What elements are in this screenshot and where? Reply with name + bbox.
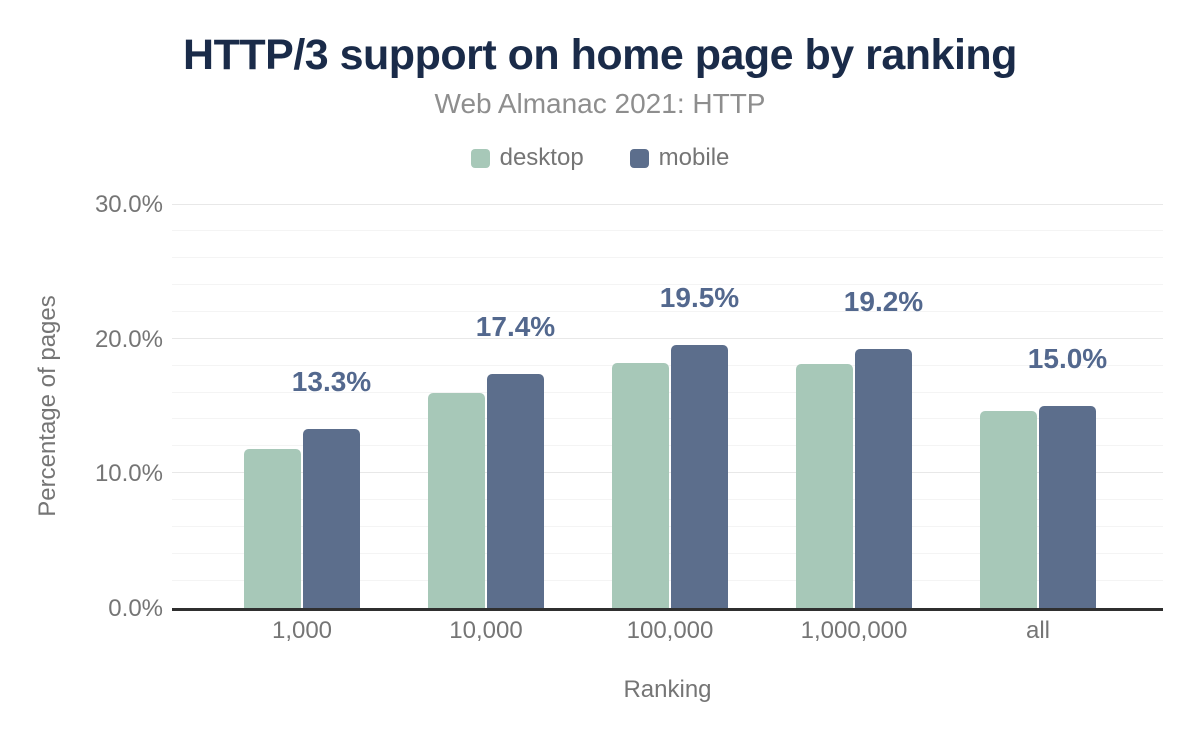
y-tick-label: 0.0%	[108, 595, 163, 622]
plot-area: 13.3% 17.4% 19.5% 19.2% 15.0%	[172, 204, 1163, 611]
chart-title: HTTP/3 support on home page by ranking	[183, 31, 1017, 79]
bar-value-label: 19.5%	[659, 282, 740, 314]
chart-legend: desktop mobile	[0, 144, 1200, 172]
desktop-series-swatch	[470, 148, 490, 168]
bar-value-label: 15.0%	[1027, 343, 1108, 374]
bar-desktop-100000[interactable]	[612, 362, 669, 608]
legend-item-mobile[interactable]: mobile	[629, 144, 730, 172]
x-tick-label: 100,000	[626, 617, 714, 644]
x-tick-label: all	[1025, 617, 1051, 644]
legend-item-desktop[interactable]: desktop	[470, 144, 584, 172]
chart-subtitle: Web Almanac 2021: HTTP	[434, 88, 766, 119]
bar-value-label: 19.2%	[843, 286, 924, 318]
x-tick-label: 1,000,000	[800, 617, 908, 644]
bar-desktop-all[interactable]	[980, 411, 1037, 608]
minor-gridline	[172, 283, 1163, 285]
y-tick-label: 20.0%	[94, 325, 163, 353]
bar-desktop-1000000[interactable]	[796, 364, 853, 608]
bar-mobile-10000[interactable]	[487, 373, 544, 608]
bar-value-label: 17.4%	[475, 310, 556, 342]
mobile-series-swatch	[629, 148, 649, 168]
x-tick-label: 1,000	[271, 617, 333, 644]
minor-gridline	[172, 310, 1163, 312]
x-axis-title: Ranking	[623, 676, 712, 703]
bar-mobile-1000[interactable]	[303, 428, 360, 608]
minor-gridline	[172, 256, 1163, 258]
major-gridline	[172, 204, 1163, 205]
bar-desktop-1000[interactable]	[244, 449, 301, 608]
y-tick-label: 30.0%	[94, 191, 163, 218]
bar-mobile-all[interactable]	[1039, 406, 1096, 608]
y-tick-label: 10.0%	[94, 460, 163, 488]
bar-desktop-10000[interactable]	[428, 392, 485, 608]
bar-mobile-100000[interactable]	[671, 345, 728, 608]
legend-label-desktop: desktop	[499, 144, 584, 171]
bar-value-label: 13.3%	[291, 365, 372, 397]
minor-gridline	[172, 229, 1163, 231]
bar-mobile-1000000[interactable]	[855, 349, 912, 608]
legend-label-mobile: mobile	[658, 144, 730, 171]
x-tick-label: 10,000	[449, 617, 523, 644]
major-gridline	[172, 337, 1163, 339]
